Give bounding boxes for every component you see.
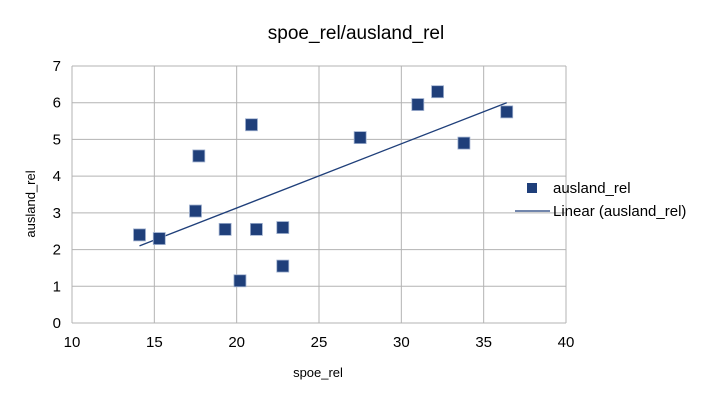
- x-tick-label: 35: [475, 334, 492, 351]
- y-tick-label: 6: [53, 95, 61, 112]
- data-point: [431, 85, 444, 99]
- data-point: [218, 222, 232, 236]
- data-point: [276, 221, 290, 234]
- legend-marker-square: [527, 183, 537, 193]
- trendline: [139, 102, 507, 247]
- y-tick-label: 0: [53, 315, 61, 332]
- data-point: [192, 149, 206, 163]
- legend: ausland_rel Linear (ausland_rel): [515, 180, 686, 220]
- data-point: [500, 105, 514, 119]
- data-points: [133, 85, 514, 288]
- data-point: [133, 228, 146, 242]
- data-point: [245, 118, 258, 132]
- data-point: [353, 131, 367, 144]
- data-point: [276, 259, 290, 273]
- y-tick-label: 4: [53, 168, 61, 185]
- x-tick-label: 30: [393, 334, 410, 351]
- x-tick-label: 20: [228, 334, 245, 351]
- y-tick-label: 3: [53, 205, 61, 222]
- y-axis-title: ausland_rel: [23, 170, 38, 237]
- chart-title: spoe_rel/ausland_rel: [268, 23, 444, 44]
- x-axis-title: spoe_rel: [293, 365, 343, 380]
- legend-label-series: ausland_rel: [553, 180, 631, 197]
- y-tick-label: 1: [53, 278, 61, 295]
- trendline-layer: [139, 102, 507, 247]
- grid-lines: [71, 65, 567, 324]
- x-tick-label: 15: [146, 334, 163, 351]
- y-tick-label: 5: [53, 131, 61, 148]
- data-point: [411, 98, 425, 111]
- data-point: [152, 232, 166, 245]
- data-point: [250, 222, 263, 236]
- data-point: [233, 274, 247, 288]
- x-tick-label: 25: [311, 334, 328, 351]
- data-point: [457, 136, 471, 150]
- x-tick-label: 10: [64, 334, 81, 351]
- y-tick-label: 7: [53, 58, 61, 75]
- y-tick-label: 2: [53, 242, 61, 259]
- x-tick-label: 40: [558, 334, 575, 351]
- data-point: [189, 204, 202, 218]
- legend-label-trendline: Linear (ausland_rel): [553, 203, 686, 220]
- axis-ticks: 10 15 20 25 30 35 40 0 1 2 3 4 5 6 7: [53, 58, 575, 351]
